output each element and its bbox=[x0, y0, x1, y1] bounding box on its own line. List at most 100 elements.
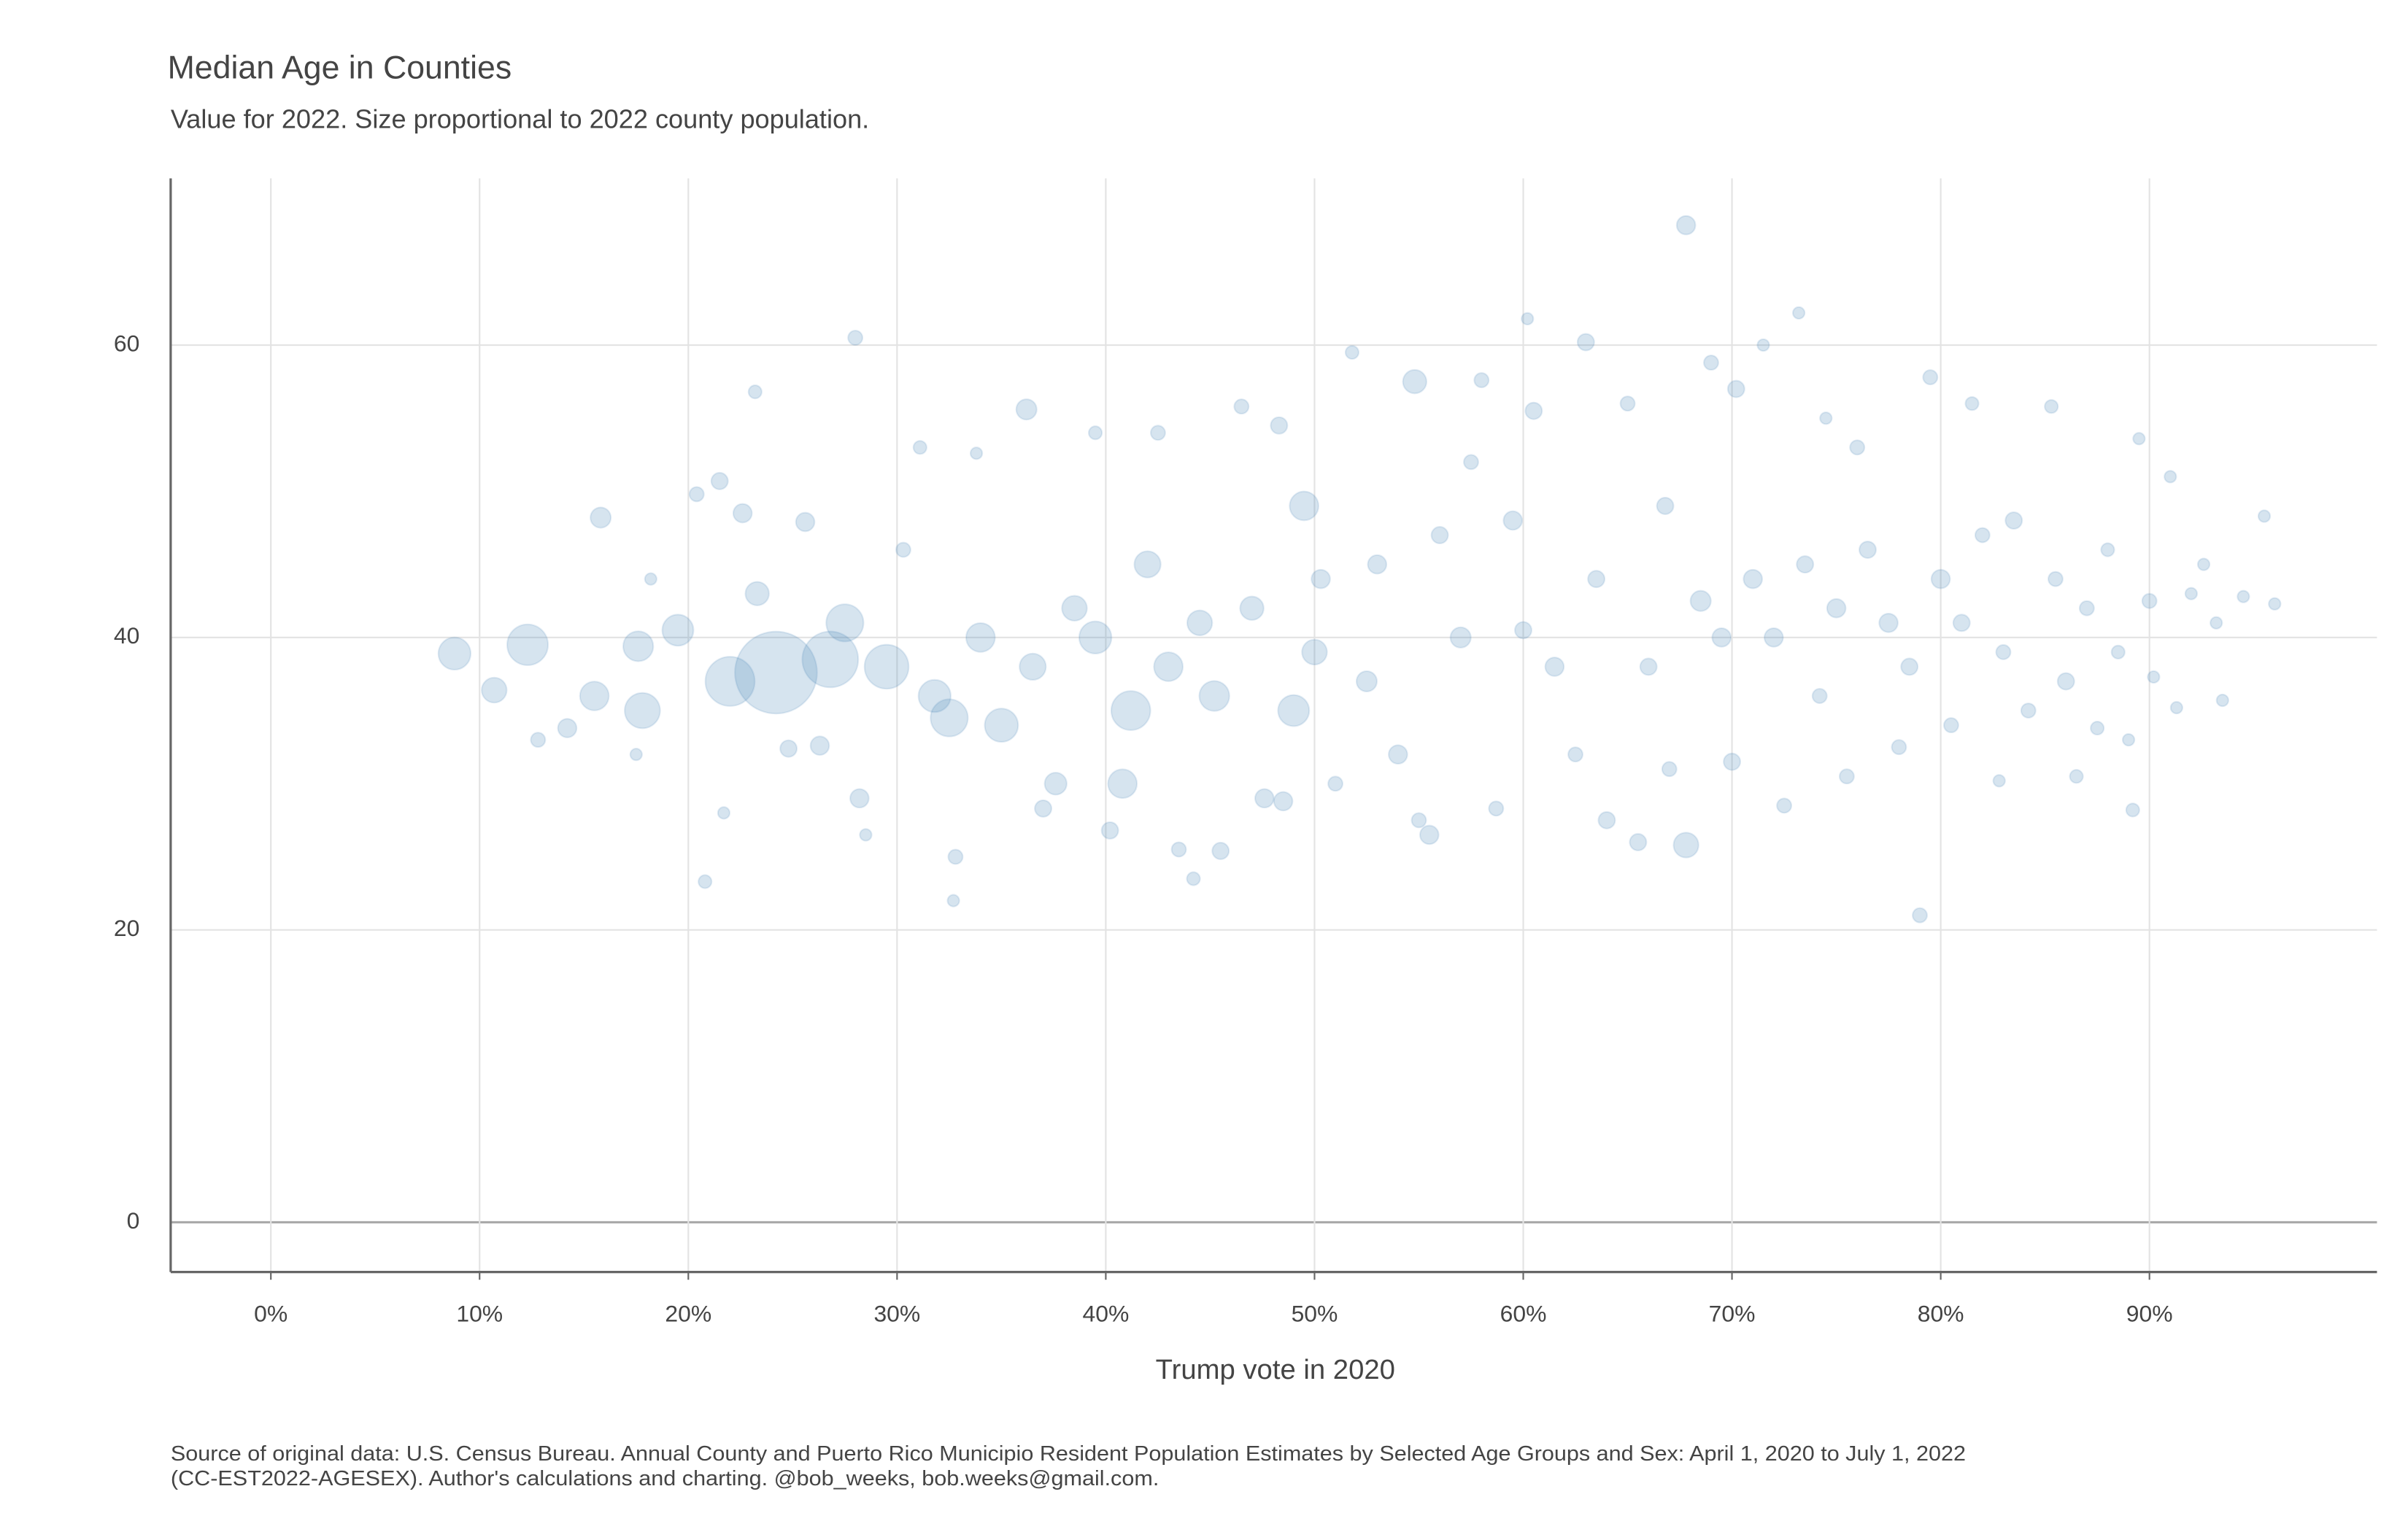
x-tick-label: 40% bbox=[1083, 1301, 1130, 1327]
point bbox=[2044, 399, 2059, 414]
point bbox=[1726, 379, 1745, 398]
point bbox=[809, 735, 830, 756]
point bbox=[1629, 832, 1648, 851]
point bbox=[863, 643, 910, 690]
point bbox=[947, 848, 964, 865]
point bbox=[1355, 670, 1378, 693]
point bbox=[2141, 592, 2158, 609]
point bbox=[629, 748, 643, 762]
point bbox=[2257, 509, 2272, 523]
y-tick-label: 20 bbox=[114, 915, 139, 941]
point bbox=[1619, 395, 1636, 412]
point bbox=[710, 471, 729, 490]
point bbox=[1763, 627, 1784, 648]
point bbox=[624, 692, 661, 730]
point bbox=[704, 656, 756, 707]
point bbox=[2184, 587, 2199, 600]
point bbox=[1430, 526, 1449, 545]
x-axis-label: Trump vote in 2020 bbox=[1156, 1354, 1395, 1385]
point bbox=[1019, 652, 1047, 681]
point bbox=[1502, 510, 1524, 531]
point bbox=[1411, 812, 1427, 829]
point bbox=[661, 614, 695, 647]
point bbox=[622, 630, 655, 662]
point bbox=[1756, 338, 1770, 352]
point bbox=[1488, 800, 1505, 817]
point bbox=[1639, 657, 1658, 676]
point bbox=[946, 894, 960, 908]
point bbox=[1133, 550, 1162, 579]
point bbox=[1723, 752, 1742, 771]
point bbox=[2056, 672, 2075, 691]
point bbox=[1327, 775, 1344, 792]
point bbox=[1776, 797, 1793, 814]
point bbox=[1153, 651, 1184, 682]
point bbox=[2268, 597, 2282, 611]
points bbox=[437, 214, 2282, 924]
point bbox=[437, 636, 472, 671]
point bbox=[732, 503, 753, 524]
point bbox=[2069, 769, 2084, 784]
point bbox=[1170, 841, 1187, 858]
chart-title: Median Age in Counties bbox=[168, 50, 512, 86]
point bbox=[2121, 732, 2136, 747]
point bbox=[2110, 644, 2126, 659]
point bbox=[969, 446, 984, 460]
point bbox=[917, 678, 952, 713]
y-tick-label: 0 bbox=[127, 1207, 140, 1234]
point bbox=[1088, 425, 1103, 441]
point bbox=[1043, 772, 1068, 796]
point bbox=[895, 541, 911, 558]
point bbox=[1995, 643, 2012, 660]
x-tick-label: 80% bbox=[1918, 1301, 1964, 1327]
x-tick-label: 60% bbox=[1500, 1301, 1547, 1327]
point bbox=[2020, 703, 2037, 719]
point bbox=[481, 676, 508, 704]
point bbox=[859, 828, 873, 842]
point bbox=[1524, 401, 1543, 420]
y-tick-label: 40 bbox=[114, 622, 139, 649]
point bbox=[1826, 597, 1847, 619]
point bbox=[1449, 626, 1472, 649]
point bbox=[1211, 841, 1230, 860]
point bbox=[1952, 614, 1971, 632]
x-tick-label: 10% bbox=[456, 1301, 503, 1327]
point bbox=[1388, 744, 1408, 765]
point bbox=[1992, 774, 2006, 788]
point bbox=[965, 622, 996, 653]
point bbox=[930, 698, 969, 738]
point bbox=[1110, 690, 1151, 731]
point bbox=[1587, 570, 1606, 589]
y-tick-label: 60 bbox=[114, 330, 139, 356]
x-tick-label: 30% bbox=[873, 1301, 920, 1327]
point bbox=[1367, 554, 1388, 575]
point bbox=[984, 708, 1019, 743]
point bbox=[1402, 368, 1427, 395]
point bbox=[744, 581, 770, 606]
point bbox=[734, 630, 818, 715]
point bbox=[2004, 511, 2023, 530]
point bbox=[2132, 432, 2146, 446]
point bbox=[825, 603, 865, 643]
point bbox=[1597, 811, 1616, 829]
point bbox=[1544, 657, 1565, 677]
point bbox=[1796, 555, 1815, 574]
axes: 0 20 40 60 0% 10% 20% 30% 40% 50% 60% 70% 80% 90% bbox=[114, 178, 2377, 1327]
point bbox=[1198, 680, 1230, 712]
point bbox=[1661, 761, 1678, 778]
point bbox=[801, 630, 860, 689]
point bbox=[1576, 333, 1595, 352]
point bbox=[1301, 638, 1328, 666]
point bbox=[1344, 344, 1360, 360]
point bbox=[1878, 612, 1899, 633]
point bbox=[1675, 214, 1697, 236]
point bbox=[1974, 527, 1991, 543]
point bbox=[1186, 609, 1213, 637]
point bbox=[579, 681, 610, 711]
point bbox=[2100, 542, 2115, 557]
point bbox=[1289, 490, 1320, 522]
point bbox=[1838, 768, 1855, 785]
chart-subtitle: Value for 2022. Size proportional to 202… bbox=[171, 104, 869, 134]
point bbox=[1463, 454, 1479, 471]
